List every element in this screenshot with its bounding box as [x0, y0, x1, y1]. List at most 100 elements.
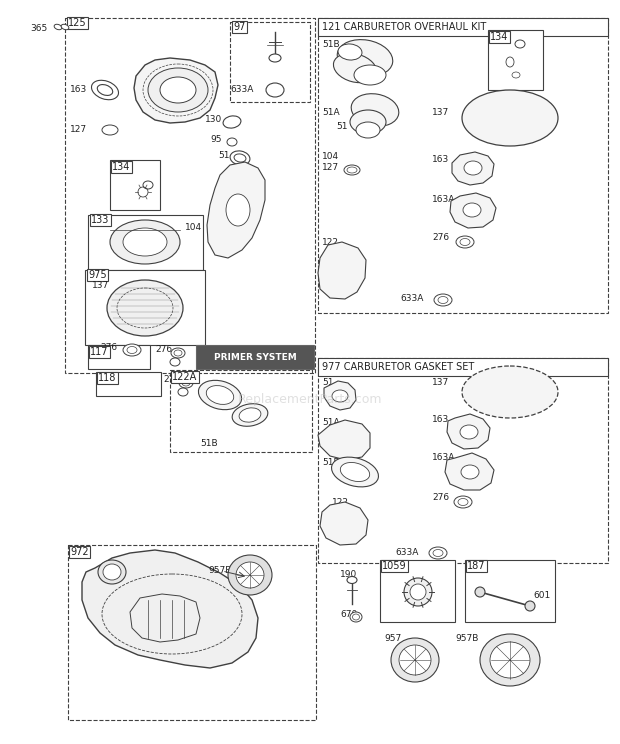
Text: 104: 104	[185, 223, 202, 232]
Text: 187: 187	[467, 561, 485, 571]
Ellipse shape	[123, 344, 141, 356]
Text: ReplacementParts.com: ReplacementParts.com	[237, 394, 383, 406]
Text: 957: 957	[384, 634, 401, 643]
Ellipse shape	[460, 239, 470, 246]
Ellipse shape	[223, 116, 241, 128]
Polygon shape	[447, 414, 490, 449]
Text: 121 CARBURETOR OVERHAUL KIT: 121 CARBURETOR OVERHAUL KIT	[322, 22, 486, 32]
Ellipse shape	[269, 54, 281, 62]
Polygon shape	[318, 420, 370, 460]
Ellipse shape	[347, 577, 357, 583]
Text: 127: 127	[322, 163, 339, 172]
Bar	[68, 545, 316, 720]
Ellipse shape	[174, 350, 182, 356]
Text: 276: 276	[155, 345, 172, 354]
Bar	[170, 370, 312, 452]
Ellipse shape	[143, 181, 153, 189]
Ellipse shape	[464, 161, 482, 175]
Ellipse shape	[110, 220, 180, 264]
Text: 51B: 51B	[322, 458, 340, 467]
Text: 97: 97	[233, 22, 246, 32]
Text: 51: 51	[322, 378, 334, 387]
Bar	[196, 345, 314, 369]
Ellipse shape	[461, 465, 479, 479]
Text: 276: 276	[432, 233, 449, 242]
Ellipse shape	[332, 457, 378, 487]
Ellipse shape	[178, 388, 188, 396]
Ellipse shape	[404, 578, 432, 606]
Ellipse shape	[171, 348, 185, 358]
Text: 957B: 957B	[455, 634, 479, 643]
Polygon shape	[207, 162, 265, 258]
Text: 51: 51	[336, 122, 347, 131]
Ellipse shape	[179, 378, 193, 388]
Ellipse shape	[462, 366, 558, 418]
Polygon shape	[452, 152, 494, 185]
Text: 122: 122	[332, 498, 349, 507]
Ellipse shape	[515, 40, 525, 48]
Ellipse shape	[356, 122, 380, 138]
Text: 51A: 51A	[322, 418, 340, 427]
Text: 51B: 51B	[200, 438, 218, 447]
Text: 276: 276	[100, 342, 117, 351]
Text: 118: 118	[98, 373, 117, 383]
Ellipse shape	[334, 54, 376, 83]
Bar	[96, 372, 161, 396]
Ellipse shape	[458, 498, 468, 505]
Polygon shape	[134, 58, 218, 123]
Ellipse shape	[475, 587, 485, 597]
Ellipse shape	[350, 110, 386, 134]
Ellipse shape	[102, 125, 118, 135]
Polygon shape	[82, 550, 258, 668]
Ellipse shape	[182, 380, 190, 386]
Ellipse shape	[232, 404, 268, 426]
Text: 190: 190	[340, 570, 357, 579]
Bar	[65, 18, 315, 373]
Ellipse shape	[391, 638, 439, 682]
Text: 122A: 122A	[172, 372, 197, 382]
Polygon shape	[450, 193, 496, 228]
Ellipse shape	[332, 390, 348, 402]
Text: 163: 163	[70, 86, 87, 94]
Text: 601: 601	[533, 591, 551, 600]
Ellipse shape	[462, 90, 558, 146]
Text: PRIMER SYSTEM: PRIMER SYSTEM	[214, 353, 296, 362]
Bar	[465, 560, 555, 622]
Ellipse shape	[103, 564, 121, 580]
Bar	[110, 160, 160, 210]
Ellipse shape	[127, 347, 137, 353]
Ellipse shape	[206, 385, 234, 405]
Ellipse shape	[463, 203, 481, 217]
Ellipse shape	[525, 601, 535, 611]
Text: 51B: 51B	[322, 40, 340, 49]
Text: 365: 365	[30, 24, 47, 33]
Ellipse shape	[54, 25, 62, 30]
Text: 972: 972	[70, 547, 89, 557]
Bar	[88, 345, 150, 369]
Polygon shape	[445, 453, 494, 490]
Ellipse shape	[97, 85, 113, 95]
Ellipse shape	[351, 94, 399, 126]
Ellipse shape	[227, 138, 237, 146]
Polygon shape	[320, 502, 368, 545]
Bar	[230, 22, 310, 102]
Ellipse shape	[160, 77, 196, 103]
Ellipse shape	[107, 280, 183, 336]
Text: 104: 104	[322, 152, 339, 161]
Text: 117: 117	[90, 347, 108, 357]
Ellipse shape	[239, 408, 261, 422]
Ellipse shape	[198, 380, 242, 410]
Text: 122: 122	[322, 238, 339, 247]
Text: 130: 130	[205, 115, 222, 124]
Text: 163A: 163A	[432, 195, 455, 204]
Text: 137: 137	[432, 378, 450, 387]
Ellipse shape	[480, 634, 540, 686]
Ellipse shape	[170, 358, 180, 366]
Ellipse shape	[148, 68, 208, 112]
Ellipse shape	[92, 80, 118, 100]
Ellipse shape	[344, 165, 360, 175]
Text: 125: 125	[68, 18, 87, 28]
Text: 134: 134	[112, 162, 130, 172]
Ellipse shape	[266, 83, 284, 97]
Text: 137: 137	[92, 280, 109, 289]
